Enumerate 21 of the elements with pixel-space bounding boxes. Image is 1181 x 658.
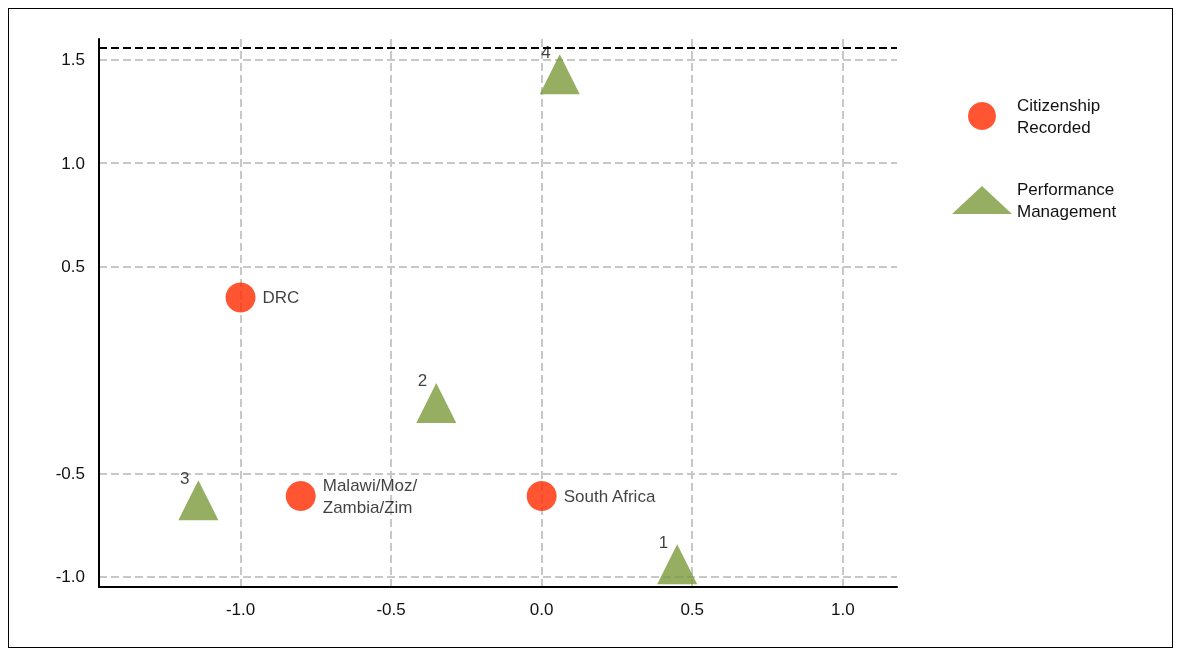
x-tick-label: 1.0 bbox=[830, 600, 855, 619]
annotation: South Africa bbox=[563, 486, 656, 506]
annotation: 1 bbox=[658, 532, 669, 552]
y-tick-label: 1.5 bbox=[61, 50, 85, 70]
point bbox=[225, 282, 256, 313]
annotation: 2 bbox=[417, 371, 428, 391]
y-tick-label: -1.0 bbox=[55, 567, 85, 587]
legend-label: Citizenship Recorded bbox=[1017, 95, 1105, 137]
y-tick-label: 1.0 bbox=[61, 153, 85, 173]
x-tick-label: 0.0 bbox=[529, 600, 554, 619]
x-tick-label: -1.0 bbox=[225, 600, 256, 619]
y-tick-label: -0.5 bbox=[55, 463, 85, 483]
y-tick-label: 0.5 bbox=[61, 256, 85, 276]
annotation: Malawi/Moz/ Zambia/Zim bbox=[322, 475, 418, 517]
annotation: 3 bbox=[179, 468, 190, 488]
point bbox=[285, 481, 316, 511]
legend-label: Performance Management bbox=[1017, 179, 1120, 221]
annotation: DRC bbox=[262, 287, 300, 307]
point bbox=[526, 481, 557, 511]
x-tick-label: -0.5 bbox=[376, 600, 406, 619]
x-tick-label: 0.5 bbox=[680, 600, 705, 619]
